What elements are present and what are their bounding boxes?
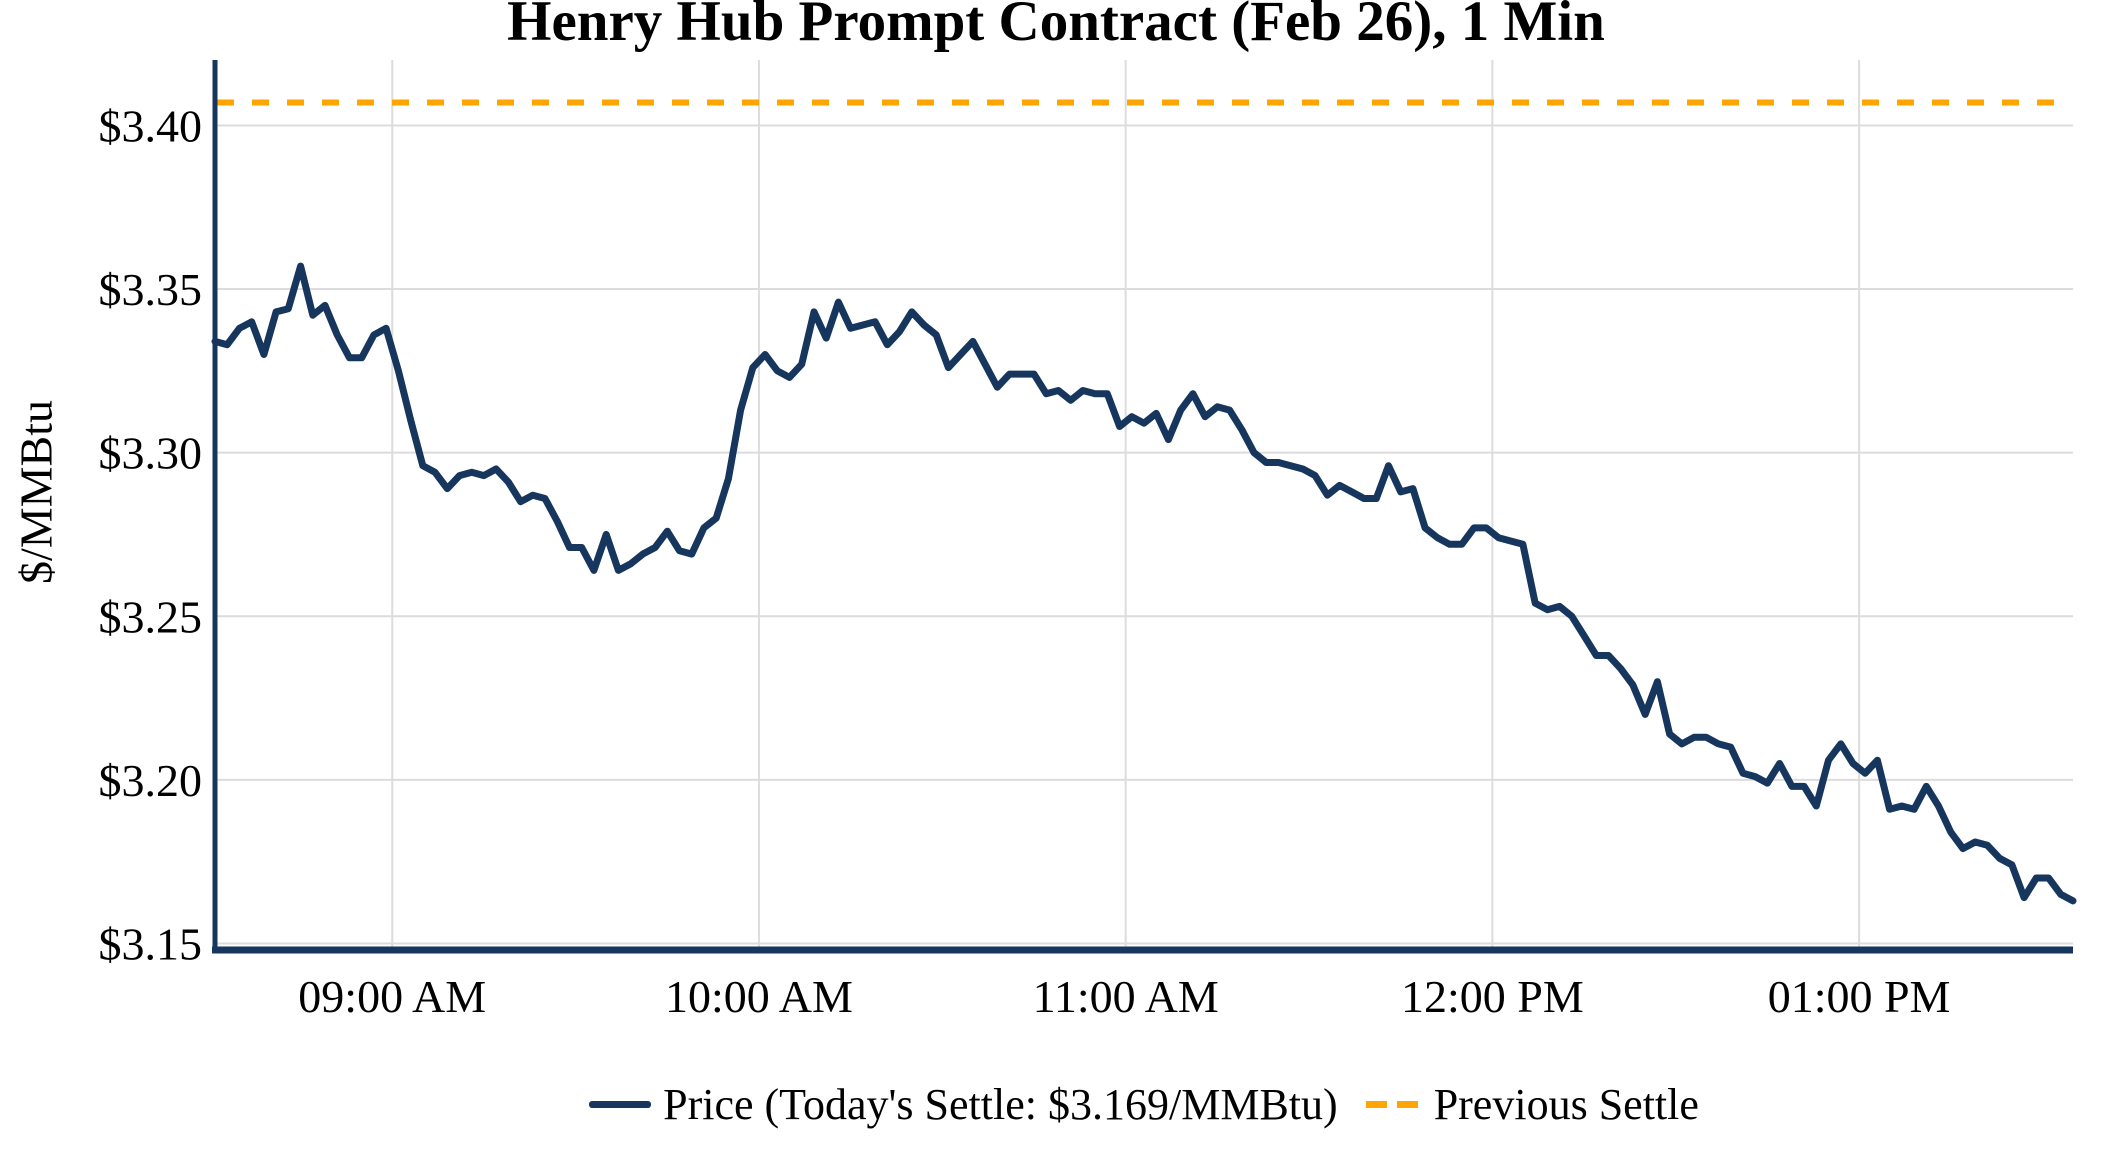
x-tick-label: 10:00 AM <box>665 971 853 1022</box>
y-tick-label: $3.40 <box>99 100 203 151</box>
chart-title: Henry Hub Prompt Contract (Feb 26), 1 Mi… <box>507 0 1605 53</box>
y-tick-label: $3.35 <box>99 264 203 315</box>
y-tick-label: $3.30 <box>99 428 203 479</box>
x-tick-label: 12:00 PM <box>1401 971 1584 1022</box>
y-tick-label: $3.15 <box>99 918 203 969</box>
x-tick-label: 11:00 AM <box>1033 971 1219 1022</box>
legend: Price (Today's Settle: $3.169/MMBtu) Pre… <box>215 1074 2073 1134</box>
y-tick-label: $3.25 <box>99 591 203 642</box>
legend-previous-settle-label: Previous Settle <box>1433 1079 1699 1129</box>
x-tick-label: 09:00 AM <box>298 971 486 1022</box>
x-tick-label: 01:00 PM <box>1768 971 1951 1022</box>
legend-price-label: Price (Today's Settle: $3.169/MMBtu) <box>663 1079 1338 1129</box>
y-tick-label: $3.20 <box>99 755 203 806</box>
previous-settle-swatch <box>1365 1100 1418 1108</box>
price-line-swatch <box>589 1100 652 1108</box>
price-line <box>211 262 2077 905</box>
